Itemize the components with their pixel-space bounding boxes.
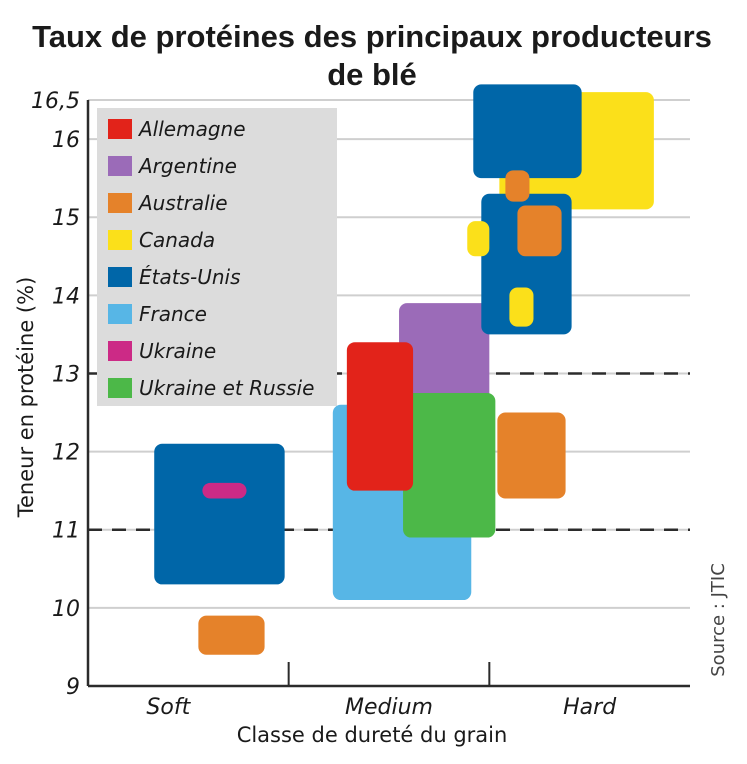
- range-box-12: [509, 287, 534, 327]
- y-tick-label-7: 16: [52, 128, 80, 153]
- y-tick-label-6: 15: [52, 206, 80, 231]
- range-box-5: [403, 393, 496, 538]
- range-boxes: [97, 84, 654, 655]
- legend-swatch-7: [108, 378, 132, 398]
- legend-swatch-0: [108, 119, 132, 139]
- x-category-label-2: Hard: [563, 695, 617, 720]
- y-tick-label-8: 16,5: [31, 89, 80, 114]
- legend-swatch-6: [108, 341, 132, 361]
- legend-swatch-1: [108, 156, 132, 176]
- x-category-label-0: Soft: [146, 695, 191, 720]
- chart-title-line-2: de blé: [327, 57, 417, 92]
- x-category-label-1: Medium: [345, 695, 433, 720]
- legend-swatch-4: [108, 267, 132, 287]
- legend-label-1: Argentine: [137, 154, 237, 178]
- y-tick-label-5: 14: [52, 284, 80, 309]
- y-tick-label-2: 11: [52, 519, 80, 544]
- legend: Allemagne Argentine Australie Canada États-U…: [108, 117, 314, 400]
- y-tick-label-4: 13: [52, 362, 80, 387]
- legend-label-7: Ukraine et Russie: [139, 376, 314, 400]
- legend-swatch-5: [108, 304, 132, 324]
- x-axis-label: Classe de dureté du grain: [237, 723, 508, 747]
- range-box-13: [517, 205, 562, 257]
- axes: [86, 100, 690, 688]
- y-tick-label-1: 10: [52, 597, 80, 622]
- legend-label-0: Allemagne: [137, 117, 246, 141]
- legend-box: [97, 108, 337, 406]
- range-box-1: [202, 482, 247, 499]
- y-axis-label: Teneur en protéine (%): [14, 277, 38, 519]
- y-tick-label-0: 9: [66, 675, 80, 700]
- legend-label-3: Canada: [139, 228, 215, 252]
- legend-swatch-3: [108, 230, 132, 250]
- range-box-11: [467, 221, 490, 257]
- source-note: Source : JTIC: [708, 563, 729, 677]
- y-tick-label-3: 12: [52, 441, 80, 466]
- chart-title: Taux de protéines des principaux product…: [32, 19, 712, 92]
- legend-label-2: Australie: [137, 191, 228, 215]
- range-box-7: [497, 412, 566, 499]
- range-box-0: [154, 443, 285, 585]
- y-tick-labels: 9 10 11 12 13 14 15 16 16,5: [31, 89, 80, 700]
- legend-swatch-2: [108, 193, 132, 213]
- range-box-2: [198, 615, 265, 655]
- range-box-14: [505, 170, 530, 202]
- range-box-6: [346, 342, 414, 491]
- legend-label-4: États-Unis: [139, 265, 241, 289]
- legend-label-5: France: [139, 302, 207, 326]
- x-category-labels: Soft Medium Hard: [146, 695, 617, 720]
- chart-title-line-1: Taux de protéines des principaux product…: [32, 19, 712, 54]
- legend-label-6: Ukraine: [139, 339, 216, 363]
- range-box-10: [473, 84, 582, 179]
